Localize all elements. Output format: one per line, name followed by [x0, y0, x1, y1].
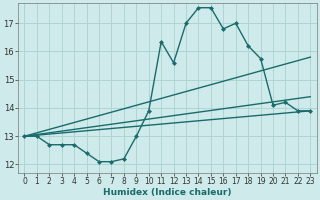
X-axis label: Humidex (Indice chaleur): Humidex (Indice chaleur): [103, 188, 232, 197]
